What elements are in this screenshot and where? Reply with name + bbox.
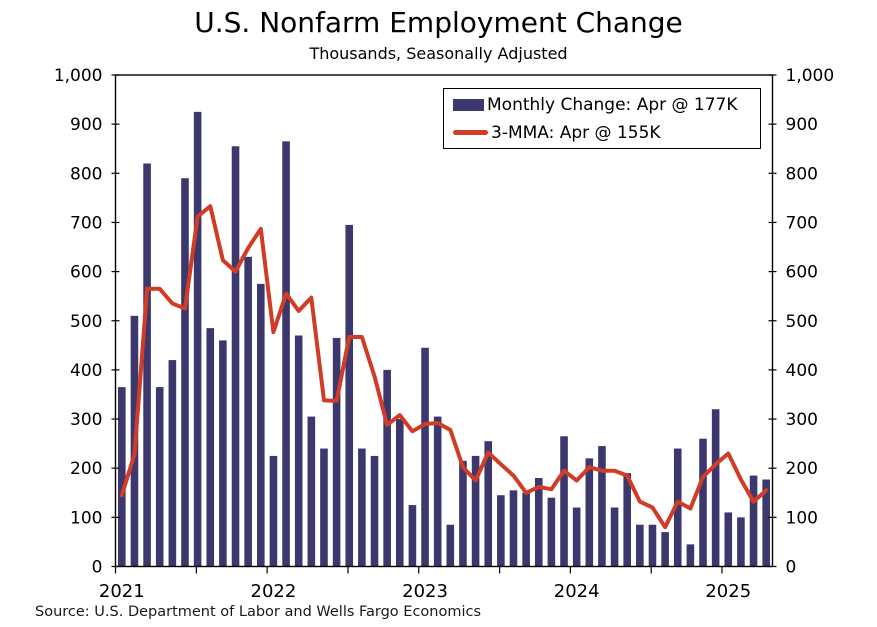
y-axis-label-left: 300: [70, 410, 102, 430]
bar-2022-02: [282, 141, 290, 567]
bar-2025-04: [762, 479, 770, 567]
bar-2022-01: [269, 455, 278, 567]
bar-2021-10: [231, 146, 240, 567]
legend-item-monthly-change: Monthly Change: Apr @ 177K: [453, 93, 760, 117]
y-axis-label-left: 700: [70, 213, 102, 233]
x-axis-label-2021: 2021: [99, 581, 145, 602]
bar-2024-02: [585, 458, 594, 567]
bar-2022-06: [332, 337, 341, 567]
bar-2024-10: [686, 544, 695, 567]
x-axis-label-2025: 2025: [705, 581, 751, 602]
legend-label-monthly-change: Monthly Change: Apr @ 177K: [487, 94, 738, 115]
bar-2022-09: [370, 455, 379, 567]
chart-title: U.S. Nonfarm Employment Change: [194, 6, 683, 39]
bar-2022-03: [294, 335, 303, 567]
y-axis-label-right: 600: [786, 263, 818, 283]
y-axis-label-right: 200: [786, 459, 818, 479]
bar-2023-01: [421, 347, 429, 567]
y-axis-label-right: 0: [786, 558, 797, 578]
y-axis-label-right: 500: [786, 312, 818, 332]
bar-2023-02: [433, 416, 442, 567]
y-axis-label-right: 800: [786, 164, 818, 184]
bar-2023-12: [560, 436, 568, 567]
bar-2024-03: [598, 446, 606, 567]
bar-2023-11: [547, 497, 556, 567]
bar-2023-07: [497, 495, 505, 567]
bar-2021-11: [244, 256, 252, 567]
bar-2024-12: [711, 409, 720, 567]
y-axis-label-right: 300: [786, 410, 818, 430]
bar-2023-04: [459, 460, 467, 567]
bar-2024-04: [610, 507, 619, 567]
x-axis-label-2022: 2022: [251, 581, 297, 602]
y-axis-label-left: 900: [70, 115, 102, 135]
y-axis-label-right: 900: [786, 115, 818, 135]
y-axis-label-left: 500: [70, 312, 102, 332]
bar-2022-07: [345, 224, 354, 567]
y-axis-label-left: 600: [70, 263, 102, 283]
bar-2021-07: [193, 111, 202, 567]
bar-2024-01: [572, 507, 581, 567]
y-axis-label-right: 100: [786, 508, 818, 528]
legend-label-3mma: 3-MMA: Apr @ 155K: [491, 122, 661, 143]
y-axis-label-left: 1,000: [54, 66, 103, 86]
bar-2024-08: [661, 532, 669, 567]
bar-2021-05: [168, 360, 177, 567]
y-axis-label-right: 400: [786, 361, 818, 381]
x-axis-label-2023: 2023: [402, 581, 448, 602]
bar-2024-06: [636, 524, 644, 567]
bar-2025-02: [737, 517, 745, 567]
bar-2023-09: [522, 492, 530, 567]
bar-2021-09: [219, 340, 227, 567]
bar-2024-07: [648, 524, 657, 567]
y-axis-label-left: 800: [70, 164, 102, 184]
bar-2023-08: [509, 490, 518, 567]
three-mma-line: [119, 204, 769, 530]
bar-2022-11: [395, 419, 404, 567]
bar-2023-10: [534, 478, 543, 567]
bar-2021-04: [155, 387, 164, 567]
bar-series-swatch-icon: [453, 98, 484, 111]
bar-2022-10: [383, 369, 391, 567]
bar-2025-03: [749, 475, 758, 567]
bar-2022-05: [320, 448, 328, 567]
y-axis-label-left: 400: [70, 361, 102, 381]
bar-2023-06: [484, 441, 493, 567]
x-axis-label-2024: 2024: [554, 581, 600, 602]
bar-2021-12: [257, 283, 265, 567]
bar-2022-08: [358, 448, 366, 567]
bar-2024-11: [699, 438, 707, 567]
source-note: Source: U.S. Department of Labor and Wel…: [35, 604, 482, 620]
bar-2022-12: [408, 505, 417, 567]
bar-2022-04: [307, 416, 316, 567]
y-axis-label-right: 700: [786, 213, 818, 233]
bar-2023-05: [471, 455, 480, 567]
bar-2023-03: [446, 524, 455, 567]
bar-2021-03: [143, 163, 151, 567]
bar-2025-01: [724, 512, 733, 567]
bar-2021-06: [181, 178, 189, 567]
y-axis-label-right: 1,000: [786, 66, 835, 86]
bar-2021-01: [118, 387, 126, 567]
chart-subtitle: Thousands, Seasonally Adjusted: [309, 44, 568, 63]
chart-legend: Monthly Change: Apr @ 177K 3-MMA: Apr @ …: [443, 88, 761, 149]
legend-item-3mma: 3-MMA: Apr @ 155K: [453, 121, 760, 145]
bar-2024-05: [623, 473, 631, 567]
y-axis-label-left: 100: [70, 508, 102, 528]
y-axis-label-left: 200: [70, 459, 102, 479]
y-axis-label-left: 0: [92, 558, 103, 578]
bar-2024-09: [673, 448, 682, 567]
line-series-swatch-icon: [453, 130, 488, 135]
bar-2021-08: [206, 328, 215, 567]
